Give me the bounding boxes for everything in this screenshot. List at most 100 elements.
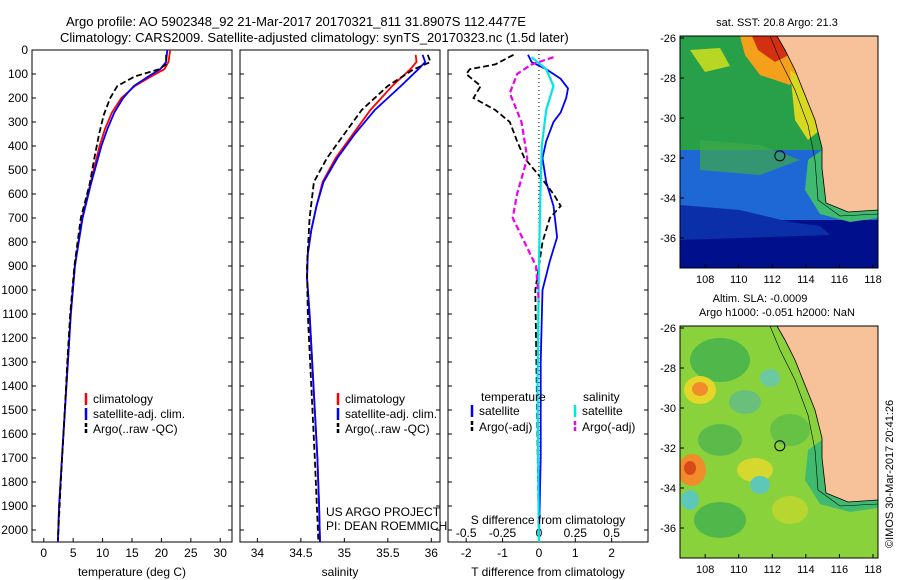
depth-tick-label: 100 — [8, 67, 28, 81]
sla-blob-cyan-3 — [750, 476, 770, 494]
x-tick-label: -2 — [461, 546, 472, 560]
legend-label-t-argo: Argo(-adj) — [479, 420, 532, 434]
lat-tick-label: -30 — [660, 403, 676, 415]
temperature-axis-ticks: 0 5 10 15 20 25 30 — [40, 538, 227, 560]
legend-label-argo: Argo(..raw -QC) — [93, 422, 178, 436]
lat-tick-label: -34 — [660, 483, 676, 495]
series-line-argo-raw-qc — [306, 54, 432, 540]
s-tick-label: 0.5 — [603, 526, 620, 540]
series-line-salinity-satellite — [530, 56, 555, 542]
sla-blob-cyan-1 — [729, 390, 761, 414]
x-tick-label: 34.5 — [289, 546, 313, 560]
x-tick-label: 0 — [536, 546, 543, 560]
x-tick-label: -1 — [497, 546, 508, 560]
sla-blob-orange-1 — [692, 382, 708, 396]
sst-coastline — [776, 36, 878, 213]
depth-tick-label: 1100 — [2, 307, 28, 321]
sst-mid-patch — [700, 140, 800, 175]
legend-label-s-argo: Argo(-adj) — [582, 420, 635, 434]
depth-tick-label: 2000 — [1, 523, 28, 537]
legend-header-temperature: temperature — [481, 390, 546, 404]
sst-map: sat. SST: 20.8 Argo: 21.3 -26 -28 -30 -32 -3… — [660, 17, 882, 286]
lat-tick-label: -26 — [660, 33, 676, 45]
legend-label-satellite: satellite-adj. clim. — [345, 407, 437, 421]
depth-tick-label: 1500 — [1, 403, 28, 417]
sla-blob-cyan-2 — [760, 369, 780, 387]
sla-coastline — [776, 326, 878, 503]
legend-label-t-satellite: satellite — [479, 404, 520, 418]
depth-tick-label: 200 — [8, 91, 28, 105]
lon-tick-label: 110 — [730, 274, 748, 286]
lat-tick-label: -36 — [660, 523, 676, 535]
lat-tick-label: -28 — [660, 363, 676, 375]
lat-tick-label: -26 — [660, 323, 676, 335]
depth-tick-label: 300 — [8, 115, 28, 129]
s-difference-xlabel: S difference from climatology — [471, 513, 626, 527]
sla-isobath — [769, 326, 878, 507]
depth-tick-label: 1400 — [1, 379, 28, 393]
difference-panel: -2 -1 0 1 2 -0.5 -0.25 0 0.25 0.5 T difference f… — [447, 49, 649, 579]
sla-blob-green-1 — [690, 338, 750, 382]
lon-tick-label: 116 — [831, 564, 849, 576]
x-tick-label: 30 — [214, 546, 228, 560]
x-tick-label: 1 — [572, 546, 579, 560]
depth-tick-label: 1300 — [1, 355, 28, 369]
temperature-lines — [57, 50, 172, 542]
x-tick-label: 2 — [608, 546, 615, 560]
sst-deep-patch — [680, 205, 830, 240]
s-tick-label: -0.25 — [489, 526, 517, 540]
x-tick-label: 15 — [125, 546, 139, 560]
lon-tick-label: 108 — [696, 274, 714, 286]
lat-tick-label: -28 — [660, 73, 676, 85]
depth-tick-label: 1700 — [1, 451, 28, 465]
legend-label-argo: Argo(..raw -QC) — [345, 422, 430, 436]
depth-tick-label: 1800 — [1, 475, 28, 489]
legend-label-s-satellite: satellite — [582, 404, 623, 418]
sst-land — [777, 36, 878, 212]
series-line-satellite-adj-clim — [306, 54, 427, 542]
lon-tick-label: 112 — [764, 274, 782, 286]
temperature-axes-frame — [31, 49, 233, 543]
salinity-depth-ticks — [240, 49, 440, 531]
imos-credit: ©IMOS 30-Mar-2017 20:41:26 — [884, 400, 896, 548]
lon-tick-label: 108 — [696, 564, 714, 576]
figure-title-line2: Climatology: CARS2009. Satellite-adjuste… — [60, 30, 569, 45]
project-annotation-line2: PI: DEAN ROEMMICH — [326, 519, 447, 533]
x-tick-label: 25 — [184, 546, 198, 560]
sst-map-frame — [679, 35, 879, 269]
t-difference-xlabel: T difference from climatology — [471, 565, 625, 579]
depth-tick-label: 1900 — [1, 499, 28, 513]
lon-tick-label: 116 — [831, 274, 849, 286]
sla-blob-green-2 — [698, 424, 742, 456]
salinity-panel: 34 34.5 35 35.5 36 salinity climatology sate… — [239, 49, 447, 579]
depth-tick-label: 400 — [8, 139, 28, 153]
sla-land — [777, 326, 878, 502]
x-tick-label: 0 — [40, 546, 47, 560]
difference-legend: temperature salinity satellite Argo(-adj… — [470, 390, 635, 434]
s-tick-label: -0.5 — [456, 526, 477, 540]
temperature-panel: 0100200300400500600700800900100011001200… — [1, 43, 233, 579]
lon-tick-label: 114 — [797, 274, 815, 286]
temperature-legend: climatology satellite-adj. clim. Argo(..… — [84, 392, 185, 436]
x-tick-label: 20 — [155, 546, 169, 560]
sla-map-title-line1: Altim. SLA: -0.0009 — [713, 293, 808, 305]
sla-map-lon-ticks: 108 110 112 114 116 118 — [696, 554, 882, 576]
salinity-axis-ticks: 34 34.5 35 35.5 36 — [251, 538, 439, 560]
depth-tick-label: 1000 — [1, 283, 28, 297]
salinity-lines — [306, 54, 432, 542]
sla-blob-yellow-3 — [772, 496, 808, 524]
x-tick-label: 36 — [425, 546, 439, 560]
sst-isobath — [769, 36, 878, 217]
salinity-axes-frame — [239, 49, 441, 543]
sst-yellow-patch — [690, 48, 730, 72]
depth-tick-label: 800 — [8, 235, 28, 249]
sla-map: Altim. SLA: -0.0009 Argo h1000: -0.051 h… — [660, 293, 882, 576]
depth-tick-label: 900 — [8, 259, 28, 273]
sla-map-title-line2: Argo h1000: -0.051 h2000: NaN — [699, 307, 855, 319]
salinity-legend: climatology satellite-adj. clim. Argo(..… — [336, 392, 437, 436]
lat-tick-label: -32 — [660, 153, 676, 165]
lat-tick-label: -32 — [660, 443, 676, 455]
depth-tick-label: 1200 — [1, 331, 28, 345]
sla-blob-green-4 — [770, 414, 810, 446]
sst-map-lat-ticks: -26 -28 -30 -32 -34 -36 — [660, 33, 684, 245]
